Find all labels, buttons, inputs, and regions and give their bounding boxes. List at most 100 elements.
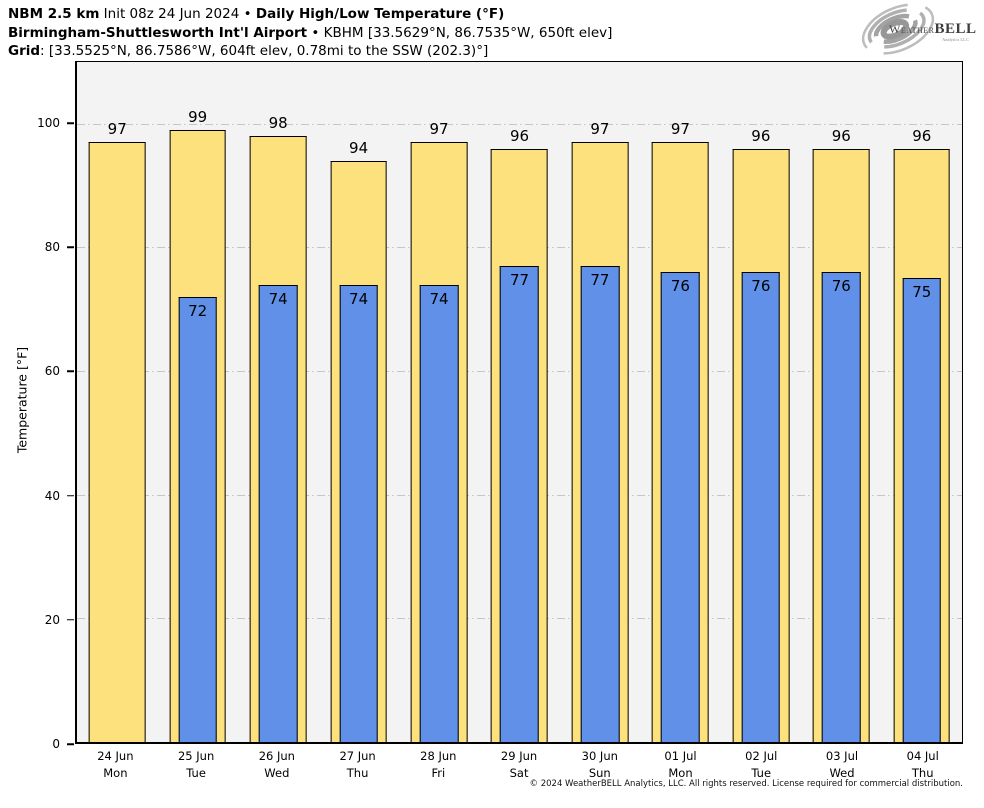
bar-group-27-Jun: 94 74: [318, 62, 398, 742]
y-tick-label-20: 20: [44, 612, 60, 627]
high-value-label: 96: [912, 126, 932, 145]
high-bar: [88, 142, 146, 742]
low-bar: [339, 284, 378, 742]
bar-group-28-Jun: 97 74: [399, 62, 479, 742]
init-time: Init 08z 24 Jun 2024 •: [99, 6, 256, 22]
weatherbell-logo: WeatherBELL Analytics LLC: [856, 0, 976, 60]
low-value-label: 76: [751, 277, 771, 296]
high-value-label: 99: [188, 108, 208, 126]
station-coords: • KBHM [33.5629°N, 86.7535°W, 650ft elev…: [307, 24, 613, 41]
high-value-label: 98: [268, 114, 288, 133]
product-title: Daily High/Low Temperature (°F): [255, 6, 505, 22]
x-tick-date: 24 Jun: [97, 749, 134, 763]
bar-group-24-Jun: 97: [77, 62, 157, 742]
x-tick-label-24-Jun: 24 Jun Mon: [75, 748, 156, 782]
header-line-1: NBM 2.5 km Init 08z 24 Jun 2024 • Daily …: [8, 5, 612, 24]
station-name: Birmingham-Shuttlesworth Int'l Airport: [8, 24, 308, 41]
copyright-text: © 2024 WeatherBELL Analytics, LLC. All r…: [529, 779, 963, 789]
high-value-label: 96: [509, 126, 530, 145]
low-bar: [580, 266, 620, 742]
high-value-label: 94: [349, 138, 369, 157]
x-tick-day: Sat: [509, 766, 529, 780]
x-tick-day: Sun: [588, 766, 611, 780]
high-value-label: 97: [670, 120, 690, 139]
x-tick-date: 26 Jun: [258, 749, 295, 763]
low-bar: [178, 296, 217, 742]
low-value-label: 76: [831, 277, 851, 296]
low-bar: [258, 284, 298, 742]
y-axis: 0 20 40 60 80 100: [0, 61, 75, 751]
low-bar: [500, 266, 539, 742]
low-bar: [821, 272, 861, 742]
bar-group-02-Jul: 96 76: [721, 62, 801, 742]
low-value-label: 74: [349, 289, 369, 308]
high-value-label: 97: [590, 120, 610, 139]
grid-coords: : [33.5525°N, 86.7586°W, 604ft elev, 0.7…: [40, 43, 489, 59]
x-tick-label-03-Jul: 03 Jul Wed: [802, 748, 883, 782]
gridline-100: [77, 123, 962, 125]
logo-text-analytics: Analytics LLC: [942, 37, 969, 42]
y-tick-label-60: 60: [44, 364, 60, 379]
bar-slots: 97 99 72 98 74 94 74 97 74 96 77 97 77 97 76 96 76 96 76 96…: [77, 62, 962, 742]
low-value-label: 76: [670, 277, 690, 296]
x-tick-date: 27 Jun: [339, 749, 376, 763]
y-tick-mark-0: [67, 743, 74, 745]
chart-header: NBM 2.5 km Init 08z 24 Jun 2024 • Daily …: [8, 5, 612, 61]
x-tick-day: Wed: [264, 766, 290, 780]
y-tick-mark-20: [67, 619, 74, 621]
bar-group-04-Jul: 96 75: [882, 62, 962, 742]
x-tick-date: 04 Jul: [906, 749, 939, 763]
y-tick-mark-100: [67, 122, 74, 124]
x-tick-date: 29 Jun: [500, 749, 538, 763]
x-tick-label-25-Jun: 25 Jun Tue: [156, 748, 237, 782]
header-line-2: Birmingham-Shuttlesworth Int'l Airport •…: [8, 24, 612, 43]
bar-group-29-Jun: 96 77: [479, 62, 559, 742]
logo-text-weather: Weather: [889, 22, 935, 36]
x-tick-day: Mon: [668, 766, 693, 780]
x-tick-label-27-Jun: 27 Jun Thu: [317, 748, 398, 782]
low-value-label: 74: [268, 289, 288, 308]
high-value-label: 97: [429, 120, 449, 139]
y-tick-label-80: 80: [44, 240, 60, 255]
low-value-label: 72: [188, 301, 208, 320]
low-bar: [741, 272, 781, 742]
bar-group-01-Jul: 97 76: [640, 62, 720, 742]
bar-group-26-Jun: 98 74: [238, 62, 318, 742]
x-tick-label-01-Jul: 01 Jul Mon: [640, 748, 721, 782]
x-tick-day: Tue: [751, 766, 772, 780]
x-tick-day: Mon: [103, 766, 128, 780]
low-value-label: 77: [590, 271, 610, 289]
y-tick-mark-40: [67, 494, 74, 497]
low-bar: [661, 272, 700, 742]
high-value-label: 96: [751, 126, 771, 145]
x-tick-label-30-Jun: 30 Jun Sun: [559, 748, 640, 782]
low-bar: [902, 278, 942, 742]
x-tick-label-04-Jul: 04 Jul Thu: [882, 748, 963, 782]
x-tick-label-02-Jul: 02 Jul Tue: [721, 748, 802, 782]
x-tick-day: Fri: [431, 766, 446, 780]
x-tick-date: 03 Jul: [825, 749, 859, 763]
x-tick-day: Tue: [186, 766, 206, 780]
bar-group-25-Jun: 99 72: [157, 62, 237, 742]
x-tick-date: 30 Jun: [581, 749, 618, 763]
y-tick-label-0: 0: [52, 737, 60, 751]
x-tick-date: 25 Jun: [177, 749, 215, 763]
x-tick-date: 02 Jul: [745, 749, 778, 763]
y-tick-mark-60: [67, 370, 74, 373]
model-name: NBM 2.5 km: [8, 6, 100, 22]
x-tick-day: Wed: [829, 766, 855, 780]
bar-group-30-Jun: 97 77: [560, 62, 640, 742]
y-tick-label-40: 40: [44, 488, 60, 503]
high-value-label: 97: [107, 120, 127, 139]
x-tick-label-28-Jun: 28 Jun Fri: [398, 748, 479, 782]
y-tick-mark-80: [67, 246, 74, 249]
x-tick-day: Thu: [346, 766, 369, 780]
x-tick-date: 01 Jul: [664, 749, 697, 763]
plot-area: 97 99 72 98 74 94 74 97 74 96 77 97 77 97 76 96 76 96 76 96…: [75, 61, 963, 744]
header-line-3: Grid: [33.5525°N, 86.7586°W, 604ft elev,…: [8, 42, 612, 61]
logo-text-bell: BELL: [935, 21, 977, 37]
x-tick-label-26-Jun: 26 Jun Wed: [236, 748, 317, 782]
low-value-label: 77: [509, 271, 530, 289]
x-tick-day: Thu: [911, 766, 934, 780]
